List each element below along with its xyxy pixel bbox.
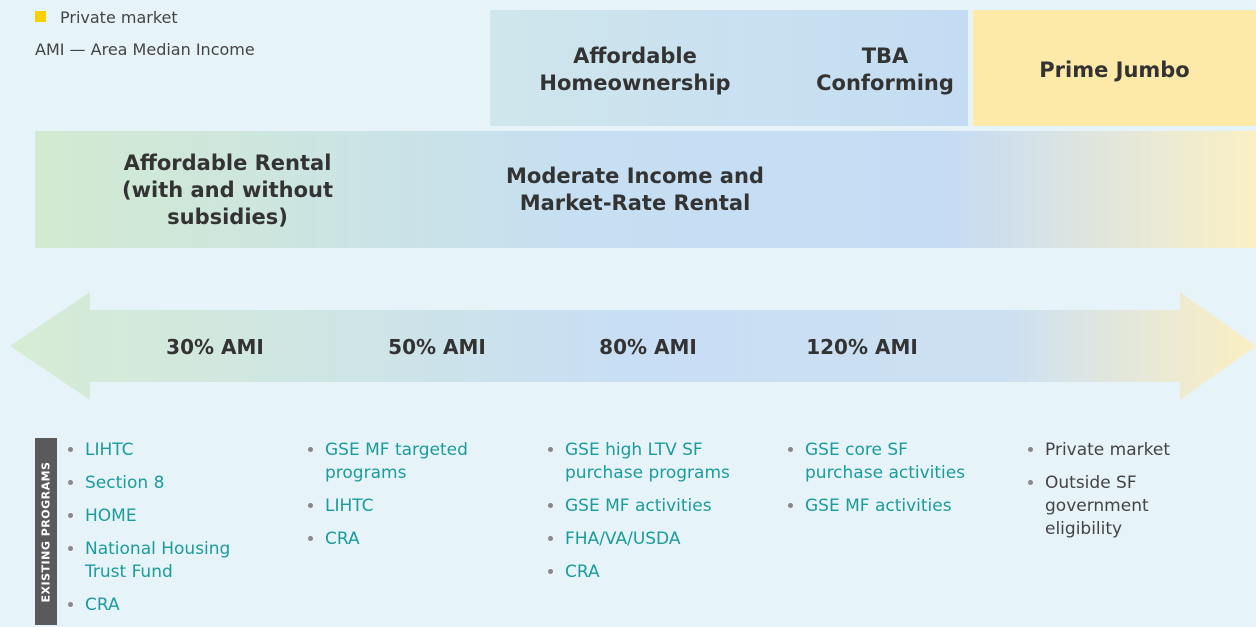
band-label: Moderate Income and Market-Rate Rental [506,164,764,215]
band-label: Prime Jumbo [1039,57,1190,82]
program-item: GSE high LTV SF purchase programs [565,439,765,485]
legend-text: Private market [60,8,178,27]
prime-jumbo-box [973,10,1256,126]
program-item: Section 8 [85,472,275,495]
program-item: HOME [85,505,275,528]
program-list: GSE core SF purchase activities GSE MF ac… [783,439,985,528]
band-label: Affordable Homeownership [539,44,731,95]
legend-ami: AMI — Area Median Income [35,40,255,59]
band-label: Affordable Rental (with and without subs… [122,150,333,229]
program-item: LIHTC [325,495,515,518]
program-item: GSE MF targeted programs [325,439,515,485]
program-list: GSE MF targeted programs LIHTC CRA [303,439,515,561]
legend-private: Private market [35,8,178,27]
program-list: Private market Outside SF government elig… [1023,439,1195,551]
program-item: Private market [1045,439,1195,462]
ami-level: 80% AMI [599,335,697,359]
programs-label-bar: EXISTING PROGRAMS [35,438,57,625]
band-label: TBA Conforming [816,44,954,95]
program-list: GSE high LTV SF purchase programs GSE MF … [543,439,765,594]
program-item: GSE MF activities [565,495,765,518]
program-item: GSE MF activities [805,495,985,518]
rental-band [35,131,1256,248]
ami-level: 30% AMI [166,335,264,359]
program-item: CRA [565,561,765,584]
homeownership-box [490,10,968,126]
programs-label: EXISTING PROGRAMS [39,461,53,602]
ami-level: 50% AMI [388,335,486,359]
ami-arrow [10,292,1256,400]
ami-level: 120% AMI [806,335,918,359]
program-item: LIHTC [85,439,275,462]
legend-swatch [35,11,46,22]
program-item: National Housing Trust Fund [85,538,275,584]
program-item: CRA [85,594,275,617]
program-item: FHA/VA/USDA [565,528,765,551]
program-item: GSE core SF purchase activities [805,439,985,485]
program-item: Outside SF government eligibility [1045,472,1195,541]
program-item: CRA [325,528,515,551]
program-list: LIHTC Section 8 HOME National Housing Trust… [63,439,275,627]
